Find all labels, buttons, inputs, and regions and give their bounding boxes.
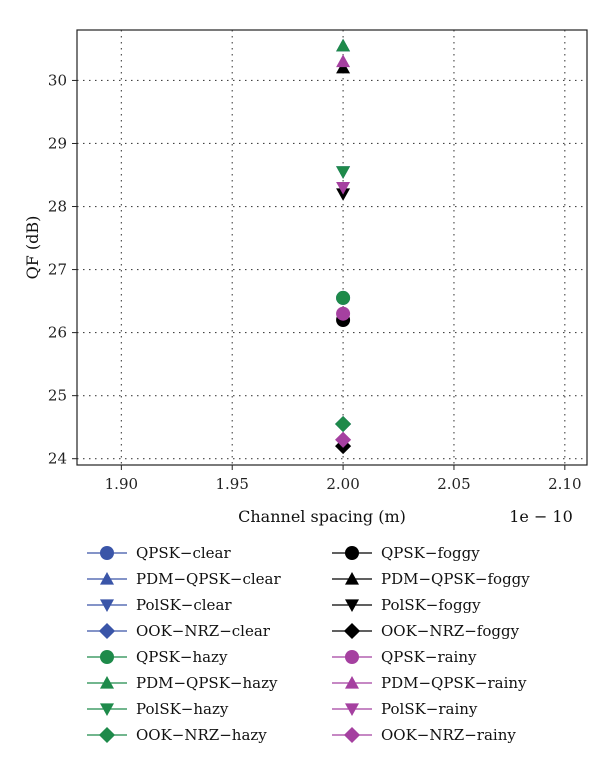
legend-item: PolSK−rainy	[332, 700, 478, 718]
x-tick-label: 1.95	[216, 475, 249, 493]
legend-label: OOK−NRZ−hazy	[136, 726, 267, 744]
legend-label: PDM−QPSK−hazy	[136, 674, 278, 692]
legend-marker	[345, 676, 359, 689]
legend-marker	[100, 650, 114, 664]
legend-marker	[98, 622, 116, 640]
legend-label: PDM−QPSK−rainy	[381, 674, 527, 692]
x-axis-multiplier: 1e − 10	[509, 507, 573, 526]
legend-marker	[98, 726, 116, 744]
legend-label: QPSK−hazy	[136, 648, 228, 666]
data-point	[336, 182, 351, 195]
legend-marker	[343, 726, 361, 744]
legend-item: OOK−NRZ−hazy	[87, 726, 267, 744]
data-point	[336, 166, 351, 179]
legend-label: QPSK−clear	[136, 544, 231, 562]
data-point	[336, 60, 351, 74]
x-axis: 1.90 1.95 2.00 2.05 2.10	[105, 465, 582, 493]
legend-label: QPSK−foggy	[381, 544, 480, 562]
legend-item: PolSK−hazy	[87, 700, 229, 718]
legend-item: QPSK−foggy	[332, 544, 480, 562]
legend-item: OOK−NRZ−foggy	[332, 622, 520, 640]
y-tick-label: 28	[48, 198, 67, 216]
legend-item: PDM−QPSK−rainy	[332, 674, 527, 692]
legend-item: PolSK−foggy	[332, 596, 481, 614]
legend-marker	[345, 572, 359, 585]
legend-item: PDM−QPSK−foggy	[332, 570, 530, 588]
legend-marker	[345, 546, 359, 560]
x-tick-label: 1.90	[105, 475, 138, 493]
legend-marker	[100, 703, 114, 716]
legend-item: PDM−QPSK−clear	[87, 570, 282, 588]
x-axis-label: Channel spacing (m)	[238, 507, 406, 526]
legend-marker	[345, 703, 359, 716]
legend-label: PolSK−clear	[136, 596, 232, 614]
data-points	[335, 38, 352, 455]
legend-marker	[100, 599, 114, 612]
y-tick-label: 27	[48, 261, 67, 279]
y-tick-label: 29	[48, 134, 67, 152]
legend-label: PDM−QPSK−clear	[136, 570, 282, 588]
legend-item: QPSK−hazy	[87, 648, 228, 666]
legend-marker	[100, 676, 114, 689]
legend-item: OOK−NRZ−clear	[87, 622, 271, 640]
legend-label: OOK−NRZ−foggy	[381, 622, 520, 640]
grid	[77, 30, 587, 465]
plot-frame	[76, 29, 588, 466]
legend-label: OOK−NRZ−rainy	[381, 726, 516, 744]
x-tick-label: 2.10	[548, 475, 581, 493]
x-tick-label: 2.05	[437, 475, 470, 493]
legend-marker	[100, 572, 114, 585]
data-point	[336, 38, 351, 52]
legend-item: PolSK−clear	[87, 596, 232, 614]
data-point	[336, 54, 351, 68]
legend: QPSK−clear PDM−QPSK−clear PolSK−clear OOK−N…	[87, 544, 530, 744]
legend-item: QPSK−rainy	[332, 648, 477, 666]
data-point	[336, 306, 351, 321]
legend-marker	[345, 599, 359, 612]
legend-marker	[345, 650, 359, 664]
legend-label: PDM−QPSK−foggy	[381, 570, 530, 588]
legend-label: PolSK−hazy	[136, 700, 229, 718]
x-tick-label: 2.00	[326, 475, 359, 493]
legend-item: QPSK−clear	[87, 544, 231, 562]
legend-label: QPSK−rainy	[381, 648, 477, 666]
y-axis-label: QF (dB)	[23, 216, 42, 280]
data-point	[336, 290, 351, 305]
legend-label: PolSK−rainy	[381, 700, 478, 718]
data-point	[335, 431, 352, 448]
legend-label: OOK−NRZ−clear	[136, 622, 271, 640]
y-tick-label: 26	[48, 324, 67, 342]
y-tick-label: 30	[48, 71, 67, 89]
data-point	[336, 188, 351, 201]
legend-marker	[100, 546, 114, 560]
y-tick-label: 24	[48, 450, 67, 468]
legend-item: PDM−QPSK−hazy	[87, 674, 278, 692]
y-tick-label: 25	[48, 387, 67, 405]
legend-label: PolSK−foggy	[381, 596, 481, 614]
data-point	[335, 415, 352, 433]
legend-marker	[343, 622, 361, 640]
y-axis: 24 25 26 27 28 29 30	[48, 71, 77, 468]
legend-item: OOK−NRZ−rainy	[332, 726, 516, 744]
